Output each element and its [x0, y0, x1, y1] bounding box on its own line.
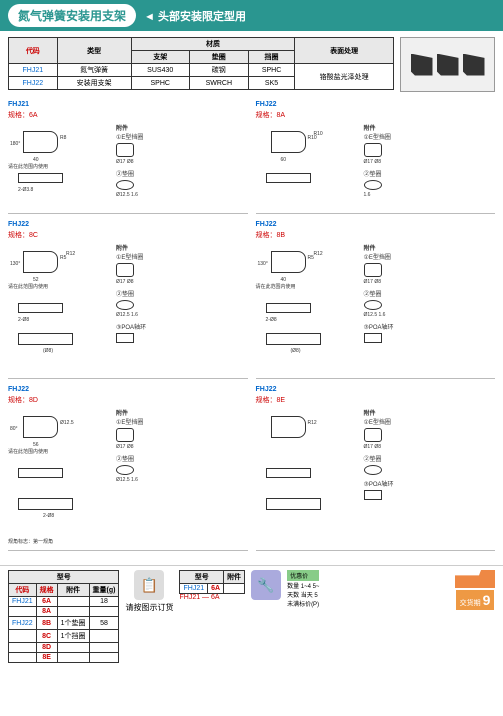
table-row: 8C1个挡圈 — [9, 630, 119, 643]
technical-drawing: 130° R5 52 请在此范围内使用 2-Ø8 R12 (Ø8) 附件 ①E型… — [8, 243, 248, 373]
table-row: 8E — [9, 653, 119, 663]
table-row: FHJ21 氮气弹簧 SUS430 碳钢 SPHC 铬酸盐光泽处理 — [9, 64, 394, 77]
product-cell: FHJ22 规格：8B 130° R5 40 请在此范围内使用 2-Ø8 R12… — [256, 218, 496, 379]
order-icon: 📋 — [134, 570, 164, 600]
product-spec: 规格：8C — [8, 230, 248, 240]
product-code: FHJ22 — [8, 221, 29, 228]
product-spec: 规格：8E — [256, 395, 496, 405]
price-box: 交货期 9 — [456, 590, 495, 610]
order-arrow: FHJ21 — 6A — [179, 594, 245, 601]
product-spec: 规格：6A — [8, 110, 248, 120]
order-example-table: 型号附件 FHJ216A — [179, 570, 245, 594]
table-row: 8A — [9, 607, 119, 617]
product-cell: FHJ22 规格：8E R12 — [256, 383, 496, 551]
page-subtitle: 头部安装限定型用 — [144, 8, 246, 24]
technical-drawing: 180° R8 40 请在此范围内使用 2-Ø3.8 附件 ①E型挡圈 Ø17 … — [8, 123, 248, 208]
product-code: FHJ22 — [256, 386, 277, 393]
discount-badge: 优惠价 — [287, 570, 319, 581]
product-spec: 规格：8B — [256, 230, 496, 240]
order-table: 型号 代码 规格 附件 重量(g) FHJ216A188AFHJ228B1个垫圈… — [8, 570, 119, 663]
table-row: 8D — [9, 643, 119, 653]
product-code: FHJ22 — [256, 101, 277, 108]
product-code: FHJ22 — [8, 386, 29, 393]
technical-drawing: 130° R5 40 请在此范围内使用 2-Ø8 R12 (Ø8) 附件 ①E型… — [256, 243, 496, 373]
product-cell: FHJ22 规格：8C 130° R5 52 请在此范围内使用 2-Ø8 R12… — [8, 218, 248, 379]
product-photo — [400, 37, 495, 92]
page-title-badge: 氮气弹簧安装用支架 — [8, 4, 136, 27]
spec-table: 代码 类型 材质 表面处理 支架 垫圈 挡圈 FHJ21 氮气弹簧 SUS430… — [8, 37, 394, 90]
technical-drawing: R12 附件 ①E型挡圈 Ø17 Ø8 ②垫圈 — [256, 408, 496, 538]
product-spec: 规格：8A — [256, 110, 496, 120]
product-cell: FHJ22 规格：8D 80° Ø12.5 56 请在此范围内使用 2-Ø8 — [8, 383, 248, 551]
product-cell: FHJ21 规格：6A 180° R8 40 请在此范围内使用 2-Ø3.8 附… — [8, 98, 248, 214]
product-code: FHJ22 — [256, 221, 277, 228]
table-row: FHJ216A18 — [9, 597, 119, 607]
technical-drawing: 80° Ø12.5 56 请在此范围内使用 2-Ø8 附件 ①E型挡圈 — [8, 408, 248, 538]
product-cell: FHJ22 规格：8A R10 60 R10 附件 ①E型挡圈 — [256, 98, 496, 214]
table-row: FHJ228B1个垫圈58 — [9, 617, 119, 630]
product-spec: 规格：8D — [8, 395, 248, 405]
product-code: FHJ21 — [8, 101, 29, 108]
technical-drawing: R10 60 R10 附件 ①E型挡圈 Ø17 Ø8 ②垫圈 1.6 — [256, 123, 496, 208]
shipping-icon: 🔧 — [251, 570, 281, 600]
order-note: 请按图示订货 — [125, 602, 173, 613]
truck-icon — [455, 570, 495, 588]
footnote: 规角标志：第一规角 — [8, 538, 248, 545]
